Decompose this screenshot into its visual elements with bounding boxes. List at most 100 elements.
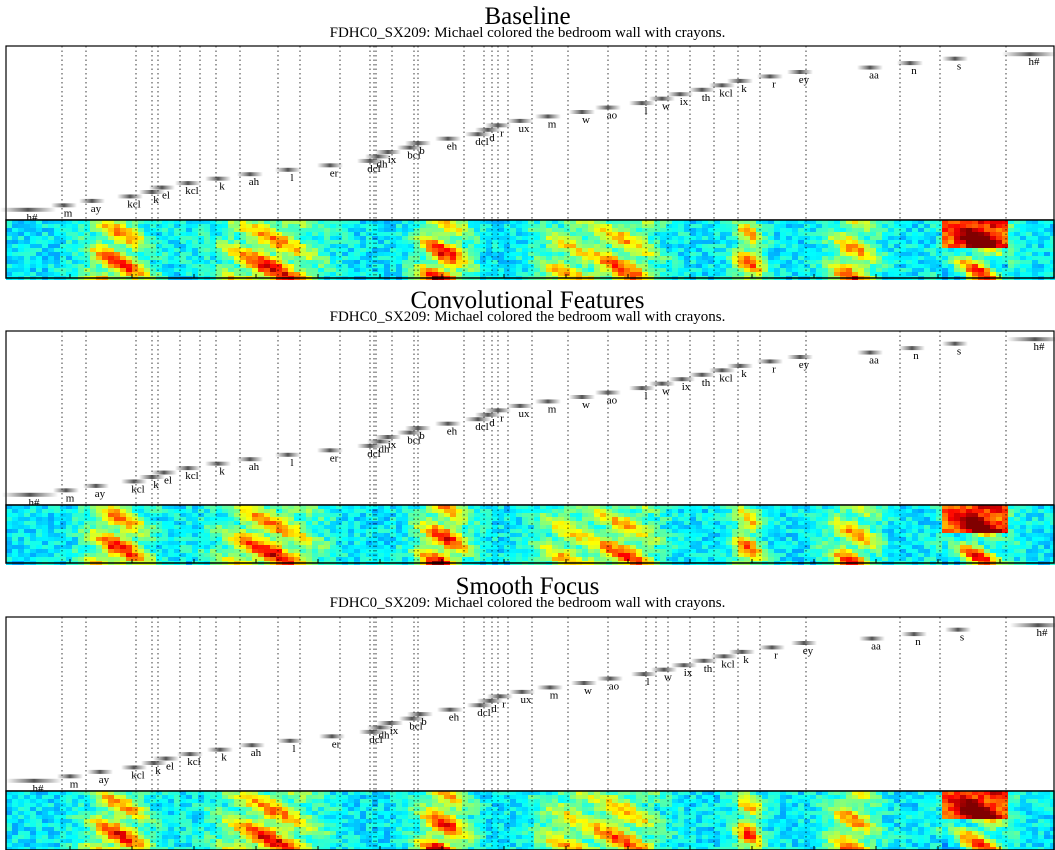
- attention-focus-mark: [153, 756, 179, 761]
- phone-label: n: [911, 65, 917, 77]
- phone-label: w: [662, 101, 670, 113]
- attention-focus-mark: [397, 145, 423, 150]
- attention-focus-mark: [727, 78, 753, 83]
- attention-focus-mark: [475, 412, 501, 417]
- attention-focus-mark: [649, 96, 675, 101]
- phone-label: h#: [1034, 341, 1046, 353]
- attention-focus-mark: [857, 350, 883, 355]
- phone-label: el: [166, 761, 174, 773]
- phone-label: r: [772, 78, 776, 90]
- phone-label: s: [957, 346, 961, 358]
- phone-label: h#: [1037, 627, 1049, 639]
- phone-label: m: [548, 118, 557, 130]
- phone-label: th: [702, 377, 711, 389]
- attention-focus-mark: [377, 721, 403, 725]
- attention-focus-mark: [727, 363, 753, 368]
- attention-focus-mark: [535, 399, 561, 404]
- phone-label: ix: [680, 96, 689, 108]
- attention-focus-mark: [487, 694, 513, 699]
- phone-label: er: [330, 452, 339, 464]
- attention-focus-mark: [407, 712, 433, 717]
- attention-focus-mark: [51, 203, 77, 208]
- phone-label: w: [582, 399, 590, 411]
- attention-focus-mark: [435, 421, 461, 426]
- attention-focus-mark: [6, 778, 62, 783]
- phone-label: k: [221, 752, 227, 764]
- phone-label: k: [219, 181, 225, 193]
- attention-focus-mark: [237, 172, 263, 177]
- attention-focus-mark: [691, 658, 717, 663]
- phone-label: k: [219, 466, 225, 478]
- spectrogram-frame: [5, 219, 1055, 279]
- phone-label: el: [162, 190, 170, 202]
- attention-focus-mark: [207, 747, 233, 752]
- phone-label: dcl: [369, 734, 382, 746]
- attention-focus-mark: [569, 110, 595, 114]
- phone-label: w: [662, 386, 670, 398]
- phone-label: kcl: [131, 483, 144, 495]
- spectrogram: [6, 220, 1055, 280]
- attention-focus-mark: [0, 207, 56, 212]
- attention-focus-mark: [397, 430, 423, 435]
- phone-label: ix: [390, 725, 399, 737]
- phone-label: el: [164, 475, 172, 487]
- phone-label: m: [70, 778, 79, 790]
- attention-focus-mark: [669, 377, 695, 382]
- attention-focus-mark: [651, 667, 677, 672]
- spectrogram-frame: [5, 790, 1055, 850]
- phone-label: w: [584, 685, 592, 697]
- phone-label: aa: [869, 355, 879, 367]
- panel-title: Convolutional Features: [410, 287, 645, 314]
- phone-label: k: [741, 368, 747, 380]
- attention-focus-mark: [711, 654, 737, 659]
- attention-focus-mark: [275, 167, 301, 172]
- attention-focus-mark: [759, 645, 785, 650]
- phone-label: ao: [609, 681, 620, 693]
- phone-label: k: [741, 83, 747, 95]
- panel-subtitle: FDHC0_SX209: Michael colored the bedroom…: [329, 25, 726, 41]
- attention-focus-mark: [175, 181, 201, 186]
- phone-label: s: [960, 632, 964, 644]
- alignment-plot-frame: [5, 330, 1055, 506]
- phone-label: ay: [99, 774, 110, 786]
- phone-label: r: [500, 412, 504, 424]
- attention-focus-mark: [175, 466, 201, 471]
- attention-focus-mark: [597, 676, 623, 681]
- phone-label: ay: [91, 203, 102, 215]
- phone-label: ix: [684, 667, 693, 679]
- attention-focus-mark: [117, 194, 143, 199]
- attention-focus-mark: [121, 479, 147, 484]
- attention-focus-mark: [649, 381, 675, 386]
- phone-label: r: [500, 127, 504, 139]
- phone-label: aa: [871, 641, 881, 653]
- attention-focus-mark: [139, 190, 165, 194]
- attention-focus-mark: [465, 417, 491, 422]
- attention-focus-mark: [757, 359, 783, 364]
- phone-label: dcl: [367, 163, 380, 175]
- attention-focus-mark: [509, 689, 535, 694]
- phone-label: r: [772, 363, 776, 375]
- phone-label: kcl: [127, 198, 140, 210]
- phone-label: s: [957, 61, 961, 73]
- phone-label: h#: [27, 212, 39, 224]
- attention-focus-mark: [87, 769, 113, 774]
- phone-label: ix: [388, 154, 397, 166]
- phone-label: aa: [869, 70, 879, 82]
- attention-focus-mark: [787, 355, 813, 359]
- phone-label: l: [646, 676, 649, 688]
- phone-label: bcl: [407, 150, 420, 162]
- attention-focus-mark: [897, 61, 923, 66]
- phone-label: dcl: [475, 421, 488, 433]
- attention-focus-mark: [507, 403, 533, 408]
- attention-focus-mark: [689, 372, 715, 377]
- panel-title: Smooth Focus: [455, 573, 600, 600]
- attention-focus-mark: [901, 632, 927, 637]
- phone-label: k: [155, 765, 161, 777]
- attention-focus-mark: [709, 83, 735, 88]
- attention-focus-mark: [367, 725, 393, 730]
- attention-focus-mark: [237, 457, 263, 462]
- phone-label: b: [421, 716, 427, 728]
- phone-label: kcl: [187, 756, 200, 768]
